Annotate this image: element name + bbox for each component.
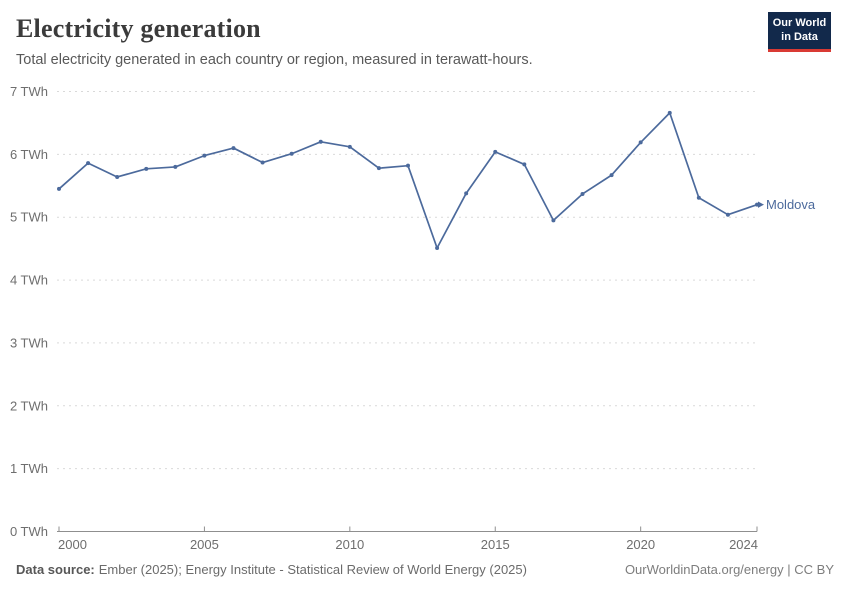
- data-point: [580, 191, 585, 196]
- line-end-arrow: [758, 201, 764, 208]
- x-axis-tick-label: 2020: [626, 537, 655, 552]
- y-axis-tick-label: 2 TWh: [10, 398, 48, 413]
- logo-text-line1: Our World: [772, 16, 827, 29]
- data-point: [202, 153, 207, 158]
- data-point: [260, 160, 265, 165]
- data-point: [347, 144, 352, 149]
- data-point: [522, 162, 527, 167]
- data-point: [551, 218, 556, 223]
- data-point: [638, 140, 643, 145]
- x-axis-tick-label: 2015: [481, 537, 510, 552]
- series-label: Moldova: [766, 197, 816, 212]
- x-axis-tick-label: 2000: [58, 537, 87, 552]
- x-axis-tick-label: 2024: [729, 537, 758, 552]
- y-axis-tick-label: 5 TWh: [10, 210, 48, 225]
- y-axis-tick-label: 6 TWh: [10, 147, 48, 162]
- data-point: [231, 146, 236, 151]
- data-point: [493, 149, 498, 154]
- owid-logo: Our World in Data: [768, 12, 831, 52]
- y-axis-tick-label: 3 TWh: [10, 335, 48, 350]
- data-point: [57, 186, 61, 191]
- data-line: [58, 112, 758, 249]
- y-axis-tick-label: 0 TWh: [10, 524, 48, 539]
- data-point: [696, 195, 701, 200]
- data-source-label: Data source:: [16, 562, 95, 577]
- data-point: [435, 246, 440, 251]
- line-chart: 0 TWh 1 TWh 2 TWh 3 TWh 4 TWh 5 TWh 6 TWh 7 TWh…: [10, 84, 816, 552]
- x-axis-tick-label: 2005: [190, 537, 219, 552]
- data-point: [86, 161, 91, 166]
- data-point: [406, 163, 410, 168]
- x-axis-tick-label: 2010: [335, 537, 364, 552]
- data-source-note: Data source: Ember (2025); Energy Institu…: [16, 562, 527, 577]
- attribution-text: OurWorldinData.org/energy | CC BY: [624, 562, 834, 577]
- chart-footer: Data source: Ember (2025); Energy Institu…: [16, 562, 834, 577]
- y-axis-tick-label: 7 TWh: [10, 84, 48, 99]
- y-axis-tick-label: 4 TWh: [10, 273, 48, 288]
- data-point: [289, 151, 294, 156]
- data-point: [464, 191, 469, 196]
- chart-subtitle: Total electricity generated in each coun…: [16, 52, 533, 68]
- data-point: [115, 174, 120, 179]
- data-point: [144, 166, 149, 171]
- data-point: [609, 173, 614, 178]
- data-source-text: Ember (2025); Energy Institute - Statist…: [98, 562, 527, 577]
- data-point: [376, 166, 381, 171]
- data-point: [667, 110, 672, 115]
- data-point: [173, 164, 178, 169]
- logo-text-line2: in Data: [781, 30, 818, 43]
- y-axis-tick-label: 1 TWh: [10, 461, 48, 476]
- data-point: [725, 212, 730, 217]
- data-point: [318, 139, 323, 144]
- page-title: Electricity generation: [16, 14, 261, 43]
